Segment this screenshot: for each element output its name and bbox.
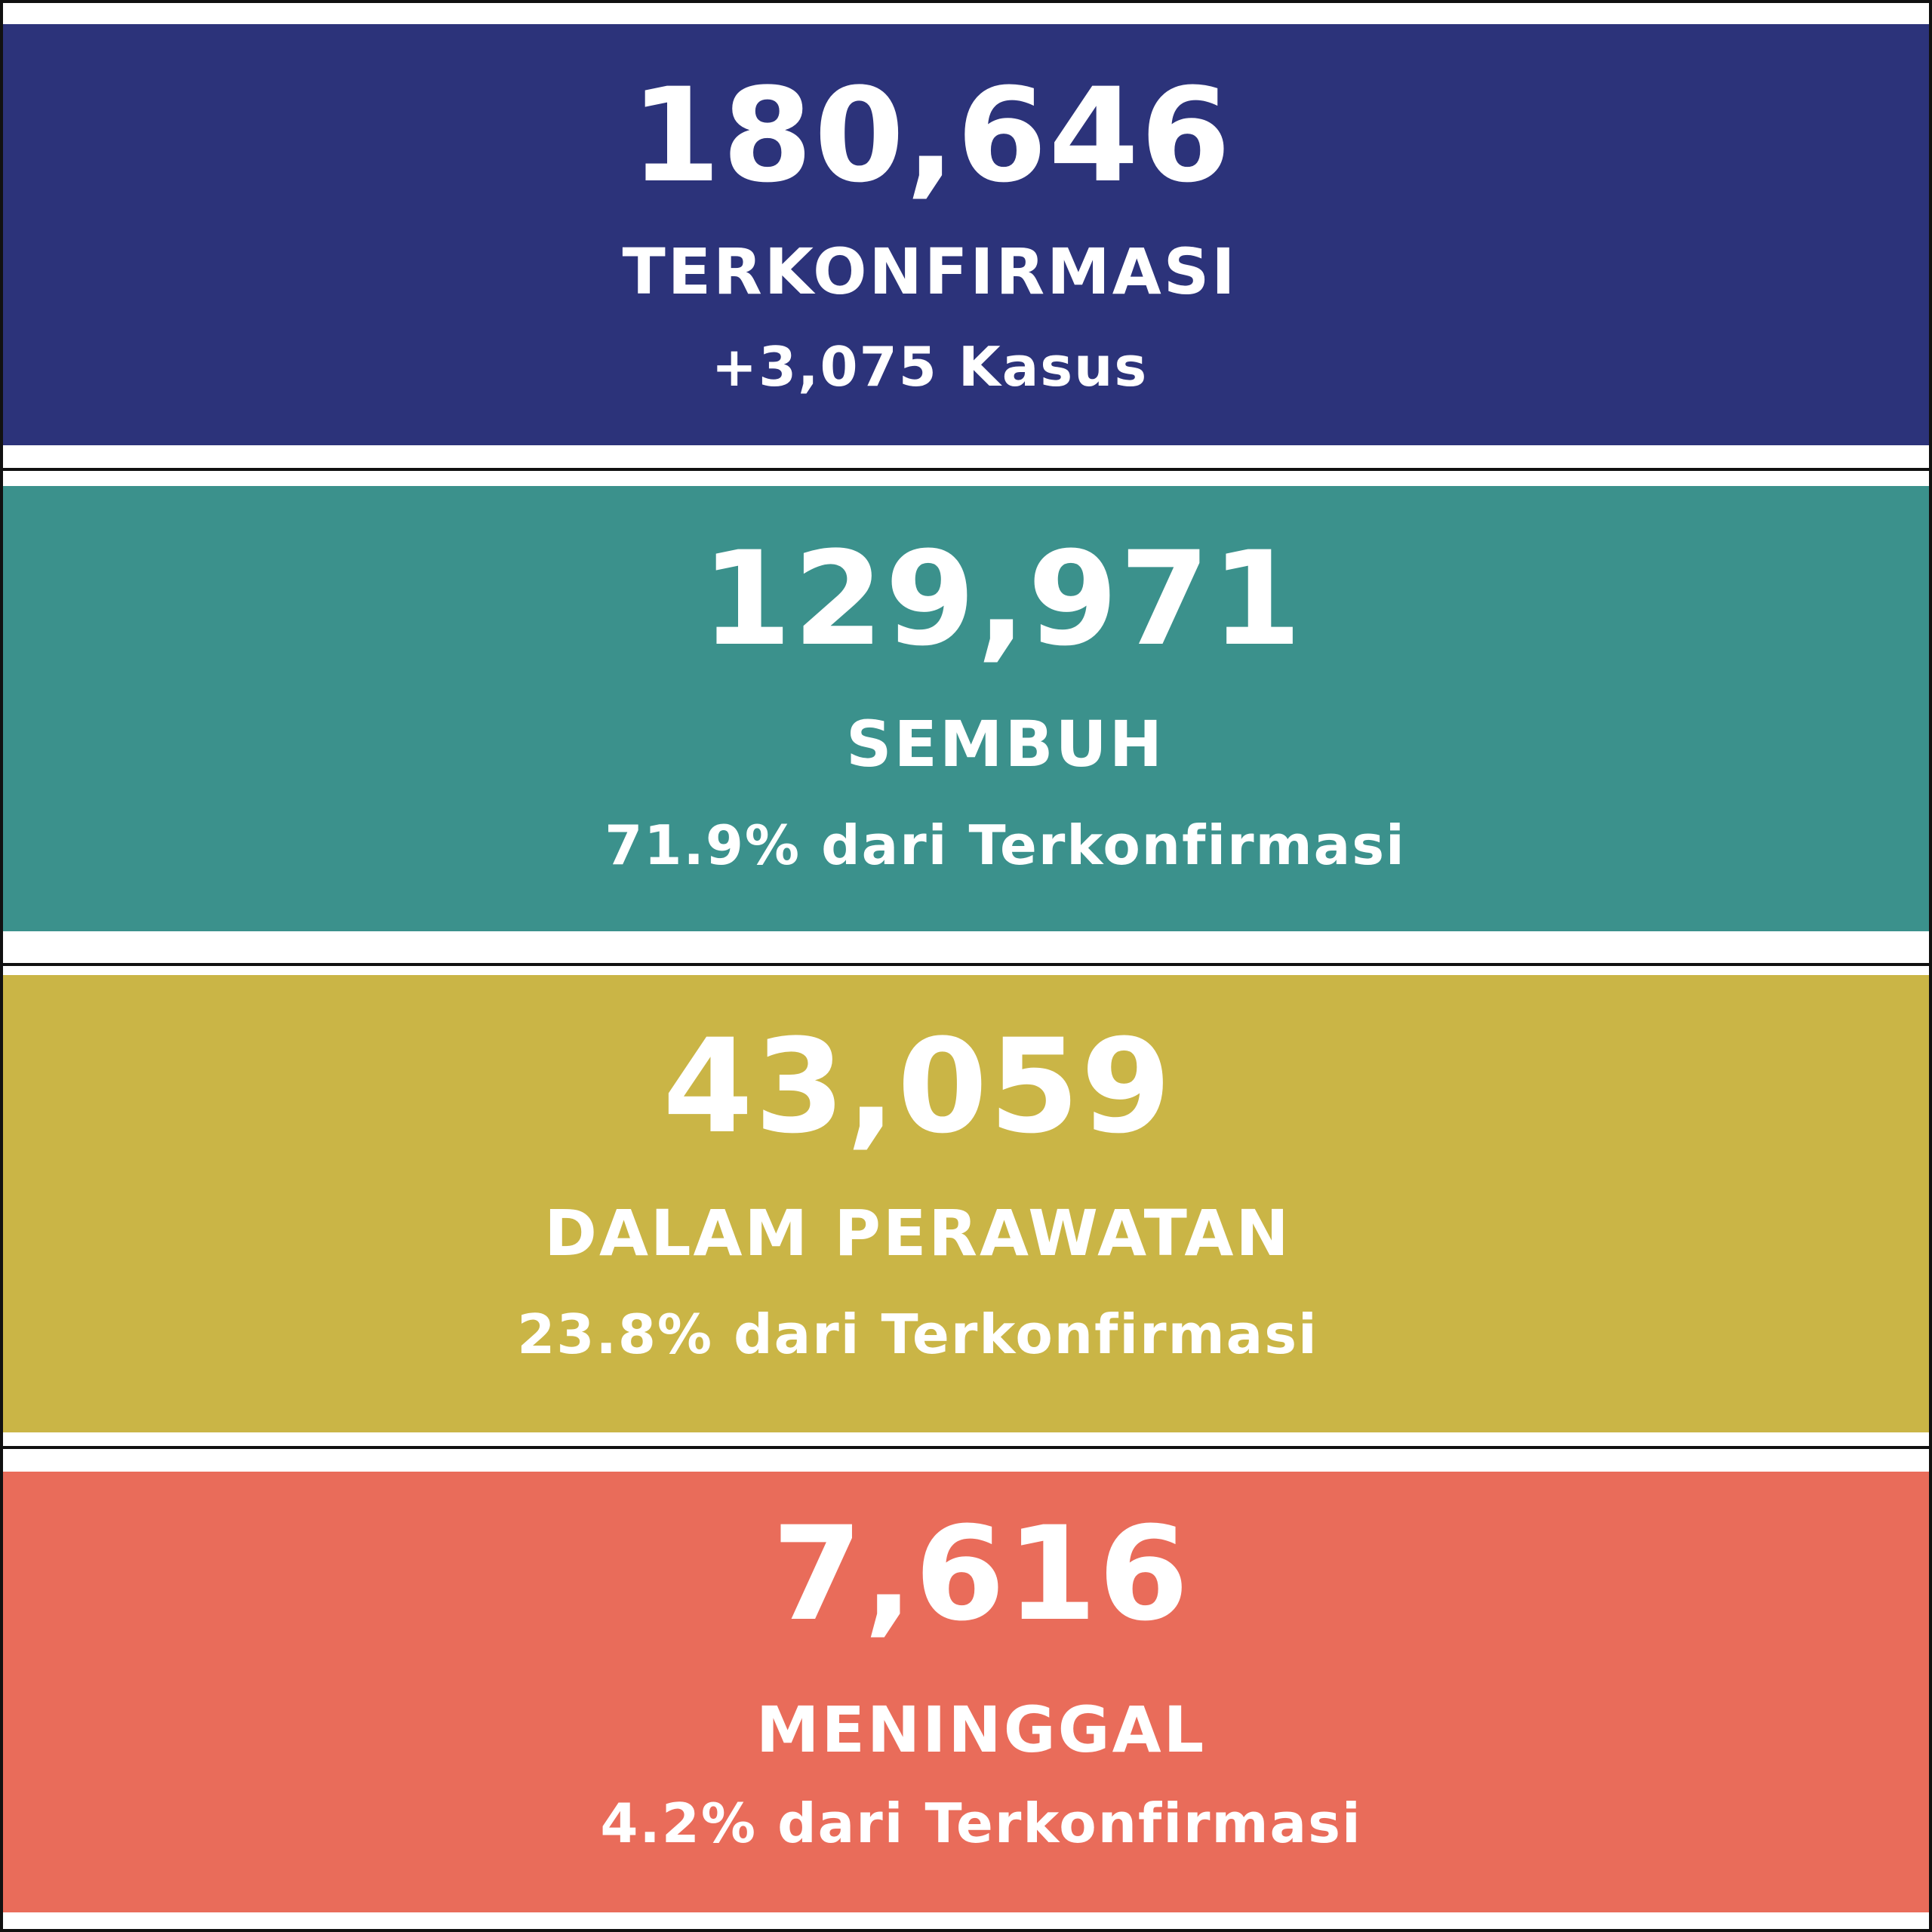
confirmed-count: 180,646 [630, 60, 1232, 211]
deceased-panel: 7,616 MENINGGAL 4.2% dari Terkonfirmasi [3, 1472, 1929, 1912]
recovered-panel: 129,971 SEMBUH 71.9% dari Terkonfirmasi [3, 486, 1929, 931]
in-treatment-panel: 43,059 DALAM PERAWATAN 23.8% dari Terkon… [3, 975, 1929, 1432]
in-treatment-count: 43,059 [663, 1011, 1173, 1162]
in-treatment-label: DALAM PERAWATAN [544, 1196, 1291, 1270]
recovered-count: 129,971 [701, 523, 1303, 675]
deceased-percentage: 4.2% dari Terkonfirmasi [600, 1792, 1362, 1855]
divider-line [3, 468, 1929, 471]
recovered-label: SEMBUH [845, 707, 1165, 781]
divider-line [3, 1446, 1929, 1449]
divider-line [3, 963, 1929, 966]
in-treatment-percentage: 23.8% dari Terkonfirmasi [517, 1303, 1318, 1366]
recovered-percentage: 71.9% dari Terkonfirmasi [605, 814, 1406, 877]
deceased-label: MENINGGAL [755, 1693, 1207, 1767]
confirmed-label: TERKONFIRMASI [622, 235, 1238, 309]
confirmed-panel: 180,646 TERKONFIRMASI +3,075 Kasus [3, 24, 1929, 445]
deceased-count: 7,616 [771, 1498, 1191, 1650]
confirmed-new-cases: +3,075 Kasus [711, 335, 1149, 398]
